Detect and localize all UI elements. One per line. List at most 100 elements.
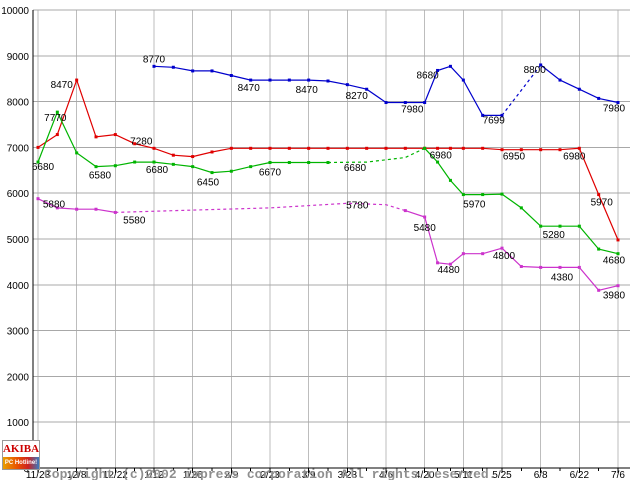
data-label: 3980: [603, 291, 626, 302]
logo-pc-hotline-text: PC Hotline!: [3, 457, 39, 469]
data-point: [500, 113, 504, 117]
data-point: [287, 78, 291, 82]
x-axis-label: 1/12: [144, 470, 164, 480]
data-point: [577, 87, 581, 91]
data-point: [113, 133, 117, 137]
y-axis-label: 9000: [7, 52, 30, 63]
data-label: 7280: [130, 137, 153, 148]
axes: [32, 10, 630, 473]
data-point: [307, 78, 311, 82]
data-label: 8470: [238, 83, 261, 94]
data-point: [229, 146, 233, 150]
data-point: [36, 197, 40, 201]
y-axis-labels: 0100020003000400050006000700080009000100…: [1, 6, 29, 475]
data-point: [597, 96, 601, 100]
data-point: [616, 284, 620, 288]
data-point: [597, 288, 601, 292]
series-blue: [152, 63, 620, 117]
data-point: [133, 160, 137, 164]
data-point: [307, 161, 311, 165]
data-point: [113, 210, 117, 214]
data-point: [75, 151, 79, 155]
data-point: [365, 146, 369, 150]
y-axis-label: 3000: [7, 327, 30, 338]
series-green-line: [37, 110, 328, 174]
x-axis-label: 2/9: [224, 470, 238, 480]
data-point: [481, 193, 485, 197]
data-point: [436, 68, 440, 72]
data-point: [287, 161, 291, 165]
data-point: [268, 161, 272, 165]
y-axis-label: 5000: [7, 235, 30, 246]
data-label: 6680: [32, 162, 55, 173]
data-point: [249, 78, 253, 82]
data-point: [519, 148, 523, 152]
data-point: [539, 148, 543, 152]
data-point: [55, 110, 59, 114]
x-axis-label: 3/9: [302, 470, 316, 480]
x-axis-label: 11/23: [26, 470, 51, 480]
data-point: [113, 164, 117, 168]
data-point: [461, 252, 465, 256]
data-point: [403, 101, 407, 105]
series-red: [36, 78, 620, 242]
data-point: [345, 83, 349, 87]
series-magenta: [36, 197, 620, 292]
series-green-line: [327, 147, 425, 164]
data-point: [287, 146, 291, 150]
x-axis-label: 1/26: [183, 470, 203, 480]
x-axis-label: 4/6: [379, 470, 393, 480]
data-point: [268, 146, 272, 150]
data-point: [152, 160, 156, 164]
x-axis-label: 7/6: [611, 470, 625, 480]
data-label: 8770: [143, 54, 166, 65]
data-label: 8470: [51, 80, 74, 91]
copyright-line-1: Copyright (c)2002 impress corporation Al…: [44, 467, 497, 480]
data-point: [461, 146, 465, 150]
x-axis-label: 5/11: [454, 470, 473, 480]
data-point: [55, 206, 59, 210]
data-point: [152, 146, 156, 150]
data-label: 6950: [503, 152, 526, 163]
data-point: [616, 101, 620, 105]
data-point: [133, 142, 137, 146]
data-label: 4800: [493, 251, 516, 262]
data-label: 5580: [123, 215, 146, 226]
data-label: 6450: [197, 178, 220, 189]
data-point: [539, 265, 543, 269]
y-axis-label: 4000: [7, 281, 30, 292]
data-label: 7980: [603, 104, 626, 115]
data-point: [423, 101, 427, 105]
data-labels: 8770 8470 7770 6680 5880 6580 7280 5580 6680 6450…: [32, 54, 626, 301]
data-point: [36, 160, 40, 164]
data-point: [436, 146, 440, 150]
data-point: [519, 206, 523, 210]
data-point: [268, 78, 272, 82]
data-label: 5480: [414, 223, 437, 234]
data-point: [448, 64, 452, 68]
data-point: [171, 153, 175, 157]
data-point: [191, 165, 195, 169]
data-point: [558, 224, 562, 228]
data-point: [210, 171, 214, 175]
data-point: [616, 238, 620, 242]
series-green: [36, 110, 620, 256]
data-point: [403, 146, 407, 150]
data-point: [326, 161, 330, 165]
data-point: [461, 193, 465, 197]
data-label: 5970: [591, 198, 614, 209]
data-point: [75, 207, 79, 211]
data-point: [519, 264, 523, 268]
data-label: 5880: [43, 200, 66, 211]
data-point: [403, 209, 407, 213]
data-point: [384, 101, 388, 105]
data-label: 5970: [463, 200, 486, 211]
data-point: [616, 252, 620, 256]
data-label: 6680: [146, 165, 169, 176]
data-label: 6580: [89, 171, 112, 182]
data-point: [75, 78, 79, 82]
data-point: [210, 69, 214, 73]
x-axis-labels: 11/23 12/8 12/22 1/12 1/26 2/9 2/23 3/9 3/23 4/6 4…: [26, 470, 626, 480]
data-point: [94, 135, 98, 139]
data-point: [229, 73, 233, 77]
